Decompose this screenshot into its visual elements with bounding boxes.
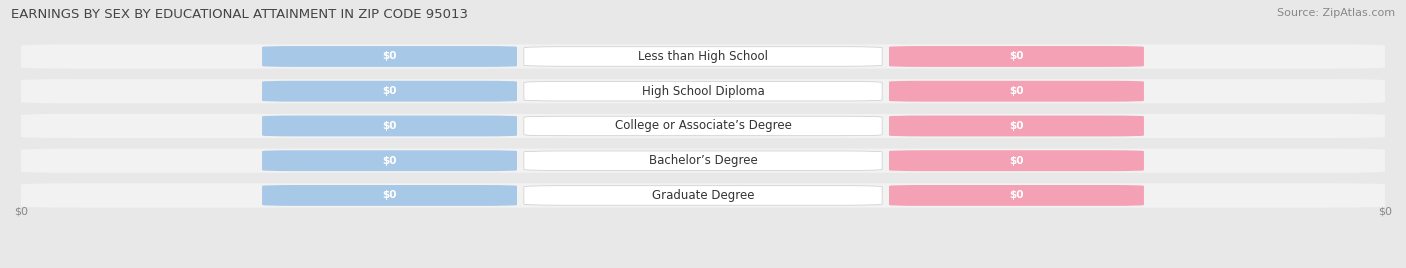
FancyBboxPatch shape: [524, 186, 882, 205]
Text: High School Diploma: High School Diploma: [641, 85, 765, 98]
FancyBboxPatch shape: [262, 81, 517, 102]
Text: College or Associate’s Degree: College or Associate’s Degree: [614, 120, 792, 132]
Text: $0: $0: [1010, 51, 1024, 61]
FancyBboxPatch shape: [889, 81, 1144, 102]
FancyBboxPatch shape: [262, 150, 517, 171]
FancyBboxPatch shape: [889, 150, 1144, 171]
Text: EARNINGS BY SEX BY EDUCATIONAL ATTAINMENT IN ZIP CODE 95013: EARNINGS BY SEX BY EDUCATIONAL ATTAINMEN…: [11, 8, 468, 21]
FancyBboxPatch shape: [21, 44, 1385, 69]
Text: $0: $0: [382, 191, 396, 200]
FancyBboxPatch shape: [262, 46, 517, 67]
Text: Bachelor’s Degree: Bachelor’s Degree: [648, 154, 758, 167]
Text: Less than High School: Less than High School: [638, 50, 768, 63]
Text: $0: $0: [1010, 86, 1024, 96]
Text: $0: $0: [1378, 207, 1392, 217]
FancyBboxPatch shape: [524, 81, 882, 101]
Text: $0: $0: [14, 207, 28, 217]
FancyBboxPatch shape: [524, 151, 882, 170]
Text: Graduate Degree: Graduate Degree: [652, 189, 754, 202]
FancyBboxPatch shape: [889, 116, 1144, 136]
FancyBboxPatch shape: [21, 183, 1385, 208]
Text: $0: $0: [382, 51, 396, 61]
FancyBboxPatch shape: [21, 79, 1385, 103]
FancyBboxPatch shape: [21, 148, 1385, 173]
Text: $0: $0: [1010, 156, 1024, 166]
FancyBboxPatch shape: [524, 116, 882, 136]
FancyBboxPatch shape: [889, 185, 1144, 206]
FancyBboxPatch shape: [262, 116, 517, 136]
Text: $0: $0: [382, 121, 396, 131]
FancyBboxPatch shape: [524, 47, 882, 66]
Text: $0: $0: [1010, 191, 1024, 200]
Text: $0: $0: [382, 86, 396, 96]
Text: Source: ZipAtlas.com: Source: ZipAtlas.com: [1277, 8, 1395, 18]
FancyBboxPatch shape: [21, 114, 1385, 138]
FancyBboxPatch shape: [889, 46, 1144, 67]
Text: $0: $0: [1010, 121, 1024, 131]
FancyBboxPatch shape: [262, 185, 517, 206]
Text: $0: $0: [382, 156, 396, 166]
